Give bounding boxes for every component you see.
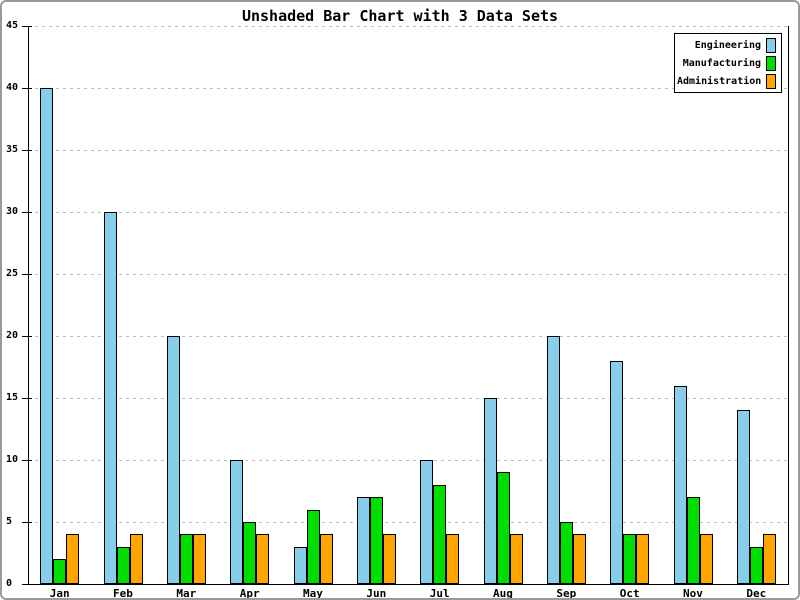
- gridline-y20: [28, 336, 788, 337]
- gridline-y10: [28, 460, 788, 461]
- bar-engineering-jul: [420, 460, 434, 584]
- x-axis-line: [28, 584, 789, 585]
- x-tick-label-may: May: [303, 587, 323, 600]
- legend-swatch: [766, 55, 776, 71]
- bar-engineering-nov: [673, 385, 687, 584]
- y-tick-label-30: 30: [6, 206, 19, 217]
- gridline-y40: [28, 88, 788, 89]
- y-tick-5: [22, 522, 32, 523]
- y-tick-40: [22, 88, 32, 89]
- bar-manufacturing-apr: [243, 522, 257, 584]
- legend-label: Engineering: [694, 39, 761, 51]
- bar-administration-oct: [636, 534, 650, 584]
- x-tick-label-dec: Dec: [746, 587, 767, 600]
- bar-engineering-may: [293, 546, 307, 584]
- bar-engineering-jun: [356, 497, 370, 584]
- x-tick-label-jun: Jun: [366, 587, 387, 600]
- bar-administration-apr: [256, 534, 270, 584]
- legend-item-engineering: Engineering: [677, 36, 776, 54]
- bar-engineering-feb: [103, 212, 117, 584]
- y-tick-10: [22, 460, 32, 461]
- y-tick-25: [22, 274, 32, 275]
- x-tick-label-nov: Nov: [683, 587, 703, 600]
- gridline-y30: [28, 212, 788, 213]
- legend-item-administration: Administration: [677, 72, 776, 90]
- legend: Engineering Manufacturing Administration: [674, 33, 782, 93]
- x-tick-label-jul: Jul: [429, 587, 450, 600]
- y-tick-label-45: 45: [6, 20, 19, 31]
- x-tick-label-jan: Jan: [49, 587, 70, 600]
- bar-manufacturing-oct: [623, 534, 637, 584]
- chart-title: Unshaded Bar Chart with 3 Data Sets: [241, 7, 559, 25]
- legend-label: Manufacturing: [682, 57, 761, 69]
- y-tick-label-20: 20: [6, 330, 19, 341]
- legend-swatch: [766, 37, 776, 53]
- bar-manufacturing-sep: [559, 522, 573, 584]
- x-tick-label-apr: Apr: [239, 587, 260, 600]
- x-tick-label-mar: Mar: [176, 587, 197, 600]
- bar-administration-jun: [382, 534, 396, 584]
- bar-engineering-dec: [736, 410, 750, 584]
- bar-manufacturing-jun: [369, 497, 383, 584]
- bar-administration-feb: [129, 534, 143, 584]
- y-tick-15: [22, 398, 32, 399]
- bar-administration-jul: [446, 534, 460, 584]
- bar-administration-dec: [762, 534, 776, 584]
- gridline-y35: [28, 150, 788, 151]
- bar-manufacturing-feb: [116, 546, 130, 584]
- plot-right-border: [788, 26, 789, 584]
- bar-administration-sep: [572, 534, 586, 584]
- bar-administration-aug: [509, 534, 523, 584]
- bar-administration-mar: [192, 534, 206, 584]
- y-tick-label-35: 35: [6, 144, 19, 155]
- y-tick-label-5: 5: [6, 516, 13, 527]
- legend-swatch: [766, 73, 776, 89]
- bar-manufacturing-mar: [179, 534, 193, 584]
- y-tick-45: [22, 26, 32, 27]
- gridline-y45: [28, 26, 788, 27]
- legend-label: Administration: [677, 75, 762, 87]
- bar-manufacturing-dec: [749, 546, 763, 584]
- gridline-y15: [28, 398, 788, 399]
- bar-administration-nov: [699, 534, 713, 584]
- y-tick-20: [22, 336, 32, 337]
- bar-manufacturing-aug: [496, 472, 510, 584]
- bar-administration-jan: [66, 534, 80, 584]
- y-tick-label-25: 25: [6, 268, 19, 279]
- bar-manufacturing-jan: [53, 559, 67, 584]
- bar-manufacturing-may: [306, 509, 320, 584]
- bar-manufacturing-jul: [433, 484, 447, 584]
- x-tick-label-feb: Feb: [113, 587, 133, 600]
- bar-engineering-oct: [610, 360, 624, 584]
- x-tick-label-sep: Sep: [556, 587, 577, 600]
- y-tick-35: [22, 150, 32, 151]
- bar-engineering-jan: [40, 88, 54, 584]
- y-tick-label-15: 15: [6, 392, 19, 403]
- y-tick-label-0: 0: [6, 578, 13, 589]
- bar-manufacturing-nov: [686, 497, 700, 584]
- x-tick-label-oct: Oct: [619, 587, 640, 600]
- y-tick-30: [22, 212, 32, 213]
- gridline-y5: [28, 522, 788, 523]
- x-tick-label-aug: Aug: [493, 587, 513, 600]
- legend-item-manufacturing: Manufacturing: [677, 54, 776, 72]
- bar-administration-may: [319, 534, 333, 584]
- bar-engineering-mar: [166, 336, 180, 584]
- y-tick-label-10: 10: [6, 454, 19, 465]
- gridline-y25: [28, 274, 788, 275]
- y-tick-label-40: 40: [6, 82, 19, 93]
- bar-engineering-aug: [483, 398, 497, 584]
- bar-engineering-apr: [230, 460, 244, 584]
- bar-engineering-sep: [546, 336, 560, 584]
- y-axis-line: [28, 26, 29, 584]
- y-tick-0: [22, 584, 32, 585]
